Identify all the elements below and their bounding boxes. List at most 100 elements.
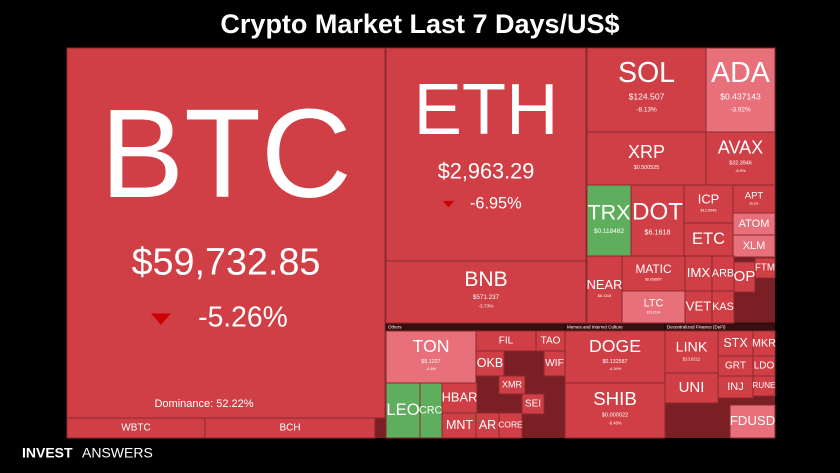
tile-price: $124.507 (629, 91, 665, 101)
tile (684, 290, 713, 324)
tile (441, 382, 478, 414)
group-label: Decentralized Finance (DeFi) (667, 325, 726, 330)
tile-label: IMX (687, 265, 711, 280)
tile (586, 131, 707, 186)
tile (564, 330, 666, 384)
tile-label: AR (479, 418, 496, 432)
tile-label: TRX (587, 200, 630, 225)
tile-label: KAS (712, 301, 734, 313)
tile-label: BCH (279, 423, 300, 434)
tile-price: $5.1227 (421, 359, 440, 365)
tile-label: GRT (725, 361, 746, 372)
tile-label: OKB (477, 356, 503, 370)
tile (66, 47, 386, 419)
tile-label: HBAR (442, 389, 478, 404)
tile-label: STX (723, 336, 748, 350)
tile-change: -6.9% (735, 168, 746, 173)
tile-label: ICP (698, 192, 720, 207)
down-arrow (442, 200, 455, 208)
tile-price: $571.237 (473, 294, 500, 301)
tile-change: -6.95% (470, 194, 522, 212)
tile-label: LTC (644, 298, 664, 310)
tile-label: MKR (752, 337, 776, 349)
tile (564, 382, 666, 439)
tile (705, 131, 776, 186)
tile-label: CORE (498, 420, 523, 430)
tile (664, 372, 719, 404)
tile (586, 184, 632, 257)
tile-price: $79.2194 (647, 310, 661, 314)
tile-label: SEI (525, 399, 541, 410)
tile-label: XRP (628, 142, 665, 162)
tile (621, 255, 686, 292)
tile-label: WBTC (121, 423, 150, 434)
tile-label: BNB (464, 268, 507, 291)
tile-label: ARB (712, 267, 734, 279)
tile-label: CRO (419, 404, 443, 416)
tile-change: -5.26% (198, 301, 288, 333)
tile (683, 222, 734, 257)
tile-price: $32.3946 (729, 160, 751, 166)
tile (498, 412, 523, 439)
tile (683, 184, 734, 224)
group-header (385, 322, 566, 332)
tile-change: -8.13% (636, 106, 657, 113)
brand-bold: INVEST (22, 445, 73, 461)
tile-label: NEAR (587, 277, 623, 292)
tile-label: ETH (414, 69, 559, 150)
tile-price: $6.1618 (644, 227, 670, 236)
tile (754, 257, 776, 279)
tile-label: APT (745, 191, 764, 202)
chart-title: Crypto Market Last 7 Days/US$ (220, 9, 619, 39)
tile-label: FTM (755, 263, 775, 274)
tile-label: LEO (386, 400, 419, 419)
group-label: Others (388, 325, 402, 330)
tile-label: MATIC (635, 262, 672, 276)
tile (521, 393, 545, 415)
tile-label: RUNE (753, 381, 777, 390)
tile-label: WIF (545, 358, 564, 369)
tile-label: ADA (711, 57, 770, 89)
down-arrow (150, 313, 171, 325)
tile-change: -4.39% (609, 366, 622, 371)
tile (385, 47, 587, 262)
tile (664, 330, 719, 374)
tile-label: INJ (727, 381, 744, 393)
tile-label: SOL (618, 57, 675, 89)
tile-label: LINK (676, 339, 708, 355)
tile (385, 382, 421, 439)
tile (729, 404, 776, 439)
tiles: Others Memes and Internet Culture Decentra… (66, 47, 777, 439)
tile-label: AVAX (718, 137, 763, 157)
tile-label: FDUSD (730, 413, 776, 428)
tile (717, 330, 754, 357)
tile-label: MNT (446, 418, 473, 432)
annotation: Dominance: 52.22% (154, 398, 253, 410)
tile-label: FIL (499, 336, 514, 347)
tile-label: UNI (679, 379, 705, 396)
tile (385, 330, 477, 384)
group-label: Memes and Internet Culture (567, 325, 623, 330)
tile (385, 260, 587, 324)
tile-price: $0.437143 (720, 91, 761, 101)
tile-price: $2,963.29 (438, 158, 535, 183)
tile (586, 47, 707, 133)
tile-label: XLM (743, 240, 766, 252)
tile-price: $8.209 (750, 202, 759, 206)
tile-label: TON (413, 336, 450, 356)
tile (204, 417, 376, 439)
tile (441, 412, 478, 439)
tile-change: -4.6% (426, 366, 437, 371)
tile-label: OP (734, 268, 756, 285)
tile-label: LDO (754, 361, 775, 372)
tile-price: $13.0211 (683, 356, 701, 361)
tile-change: -6.40% (608, 420, 622, 425)
tile-label: BTC (100, 83, 352, 224)
tile-price: $0.000022 (602, 413, 629, 419)
tile-price: $0.132587 (602, 359, 627, 365)
tile-price: $0.118482 (594, 228, 625, 235)
tile-label: TAO (541, 336, 561, 347)
tile-change: -3.73% (478, 304, 494, 310)
tile-label: DOGE (589, 336, 641, 356)
